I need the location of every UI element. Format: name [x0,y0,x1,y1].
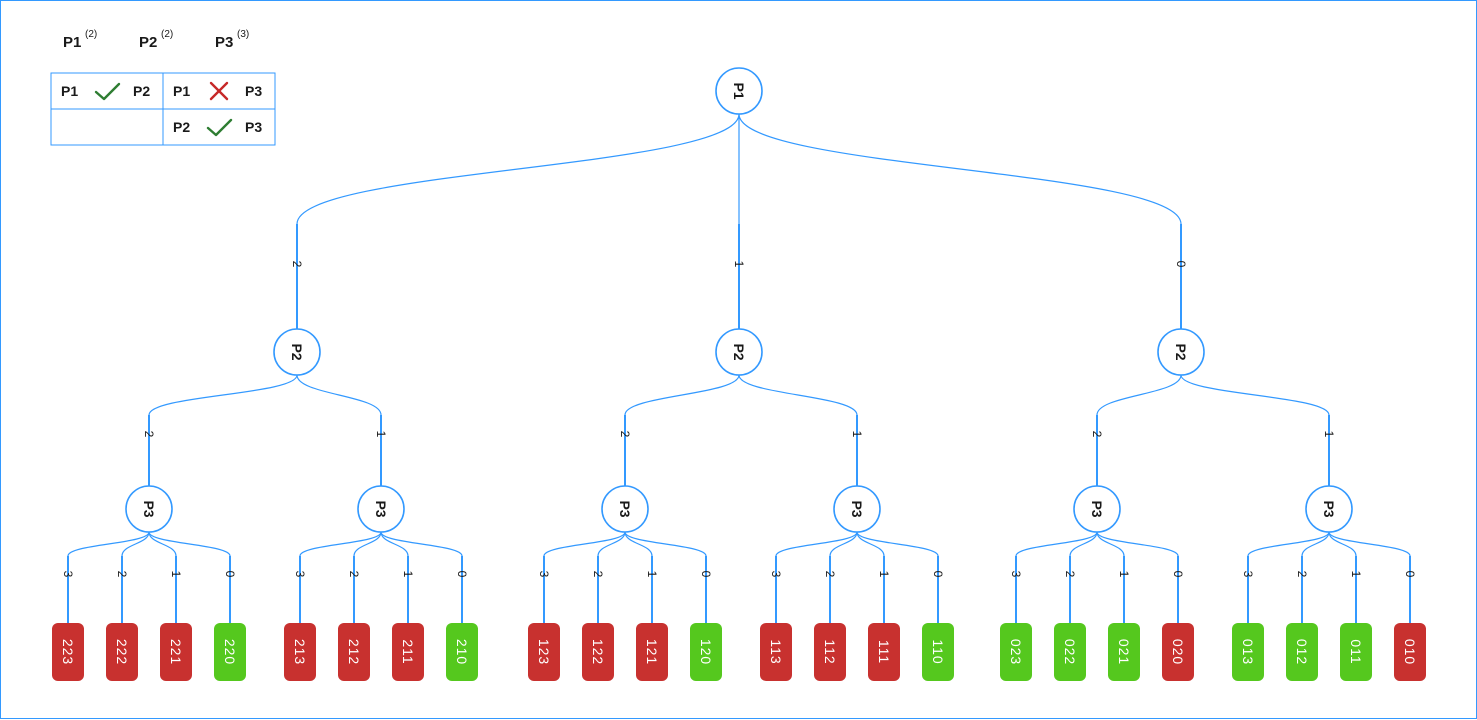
p3-label: P3 [617,500,633,517]
leaf-label: 012 [1294,639,1310,665]
edge-label: 1 [732,261,746,268]
header-item: P2 [139,34,157,51]
edge-label: 2 [142,431,156,438]
edge-label: 2 [347,571,361,578]
edge-label: 0 [1171,571,1185,578]
edge-label: 2 [115,571,129,578]
edge-label: 0 [223,571,237,578]
leaf-label: 113 [768,639,784,664]
leaf-label: 223 [60,639,76,665]
leaf-label: 221 [168,639,184,665]
leaf-label: 023 [1008,639,1024,665]
edge-label: 0 [1174,261,1188,268]
leaf-label: 110 [930,639,946,664]
diagram-frame: 210212121321032103210321032103210P1P2P2P… [0,0,1477,719]
legend-left: P2 [173,119,190,135]
leaf-label: 222 [114,639,130,665]
header-sup: (2) [85,29,97,40]
p3-label: P3 [1321,500,1337,517]
p2-label: P2 [731,343,747,360]
leaf-label: 020 [1170,639,1186,665]
leaf-label: 021 [1116,639,1132,665]
header-item: P3 [215,34,233,51]
leaf-label: 213 [292,639,308,665]
edge-label: 3 [537,571,551,578]
leaf-label: 013 [1240,639,1256,665]
header-sup: (3) [237,29,249,40]
edge-label: 1 [374,431,388,438]
leaf-label: 112 [822,639,838,664]
edge-label: 2 [591,571,605,578]
root-label: P1 [731,82,747,99]
edge-label: 0 [455,571,469,578]
p3-label: P3 [141,500,157,517]
legend-right: P2 [133,83,150,99]
edge-label: 3 [293,571,307,578]
edge-label: 1 [169,571,183,578]
header-sup: (2) [161,29,173,40]
legend-right: P3 [245,83,262,99]
edge-label: 1 [1322,431,1336,438]
p3-label: P3 [849,500,865,517]
leaf-label: 120 [698,639,714,665]
edge-label: 2 [1295,571,1309,578]
edge-label: 0 [699,571,713,578]
edge-label: 1 [401,571,415,578]
edge-label: 1 [850,431,864,438]
leaf-label: 022 [1062,639,1078,665]
legend-left: P1 [173,83,190,99]
tree-diagram: 210212121321032103210321032103210P1P2P2P… [1,1,1477,720]
leaf-label: 211 [400,639,416,664]
leaf-label: 122 [590,639,606,665]
p3-label: P3 [373,500,389,517]
p2-label: P2 [1173,343,1189,360]
edge-label: 3 [769,571,783,578]
edge-label: 0 [1403,571,1417,578]
header-item: P1 [63,34,81,51]
leaf-label: 210 [454,639,470,665]
edge-label: 1 [645,571,659,578]
leaf-label: 121 [644,639,660,665]
edge-label: 2 [1090,431,1104,438]
legend-right: P3 [245,119,262,135]
edge-label: 2 [290,261,304,268]
leaf-label: 123 [536,639,552,665]
leaf-label: 111 [876,640,892,664]
edge-label: 2 [1063,571,1077,578]
edge-label: 1 [877,571,891,578]
legend-cell [51,109,163,145]
edge-label: 2 [618,431,632,438]
leaf-label: 011 [1348,639,1364,664]
legend-left: P1 [61,83,78,99]
edge-label: 1 [1349,571,1363,578]
edge-label: 3 [61,571,75,578]
edge-label: 0 [931,571,945,578]
leaf-label: 220 [222,639,238,665]
p2-label: P2 [289,343,305,360]
p3-label: P3 [1089,500,1105,517]
edge-label: 3 [1009,571,1023,578]
leaf-label: 212 [346,639,362,665]
leaf-label: 010 [1402,639,1418,665]
edge-label: 1 [1117,571,1131,578]
edge-label: 2 [823,571,837,578]
edge-label: 3 [1241,571,1255,578]
